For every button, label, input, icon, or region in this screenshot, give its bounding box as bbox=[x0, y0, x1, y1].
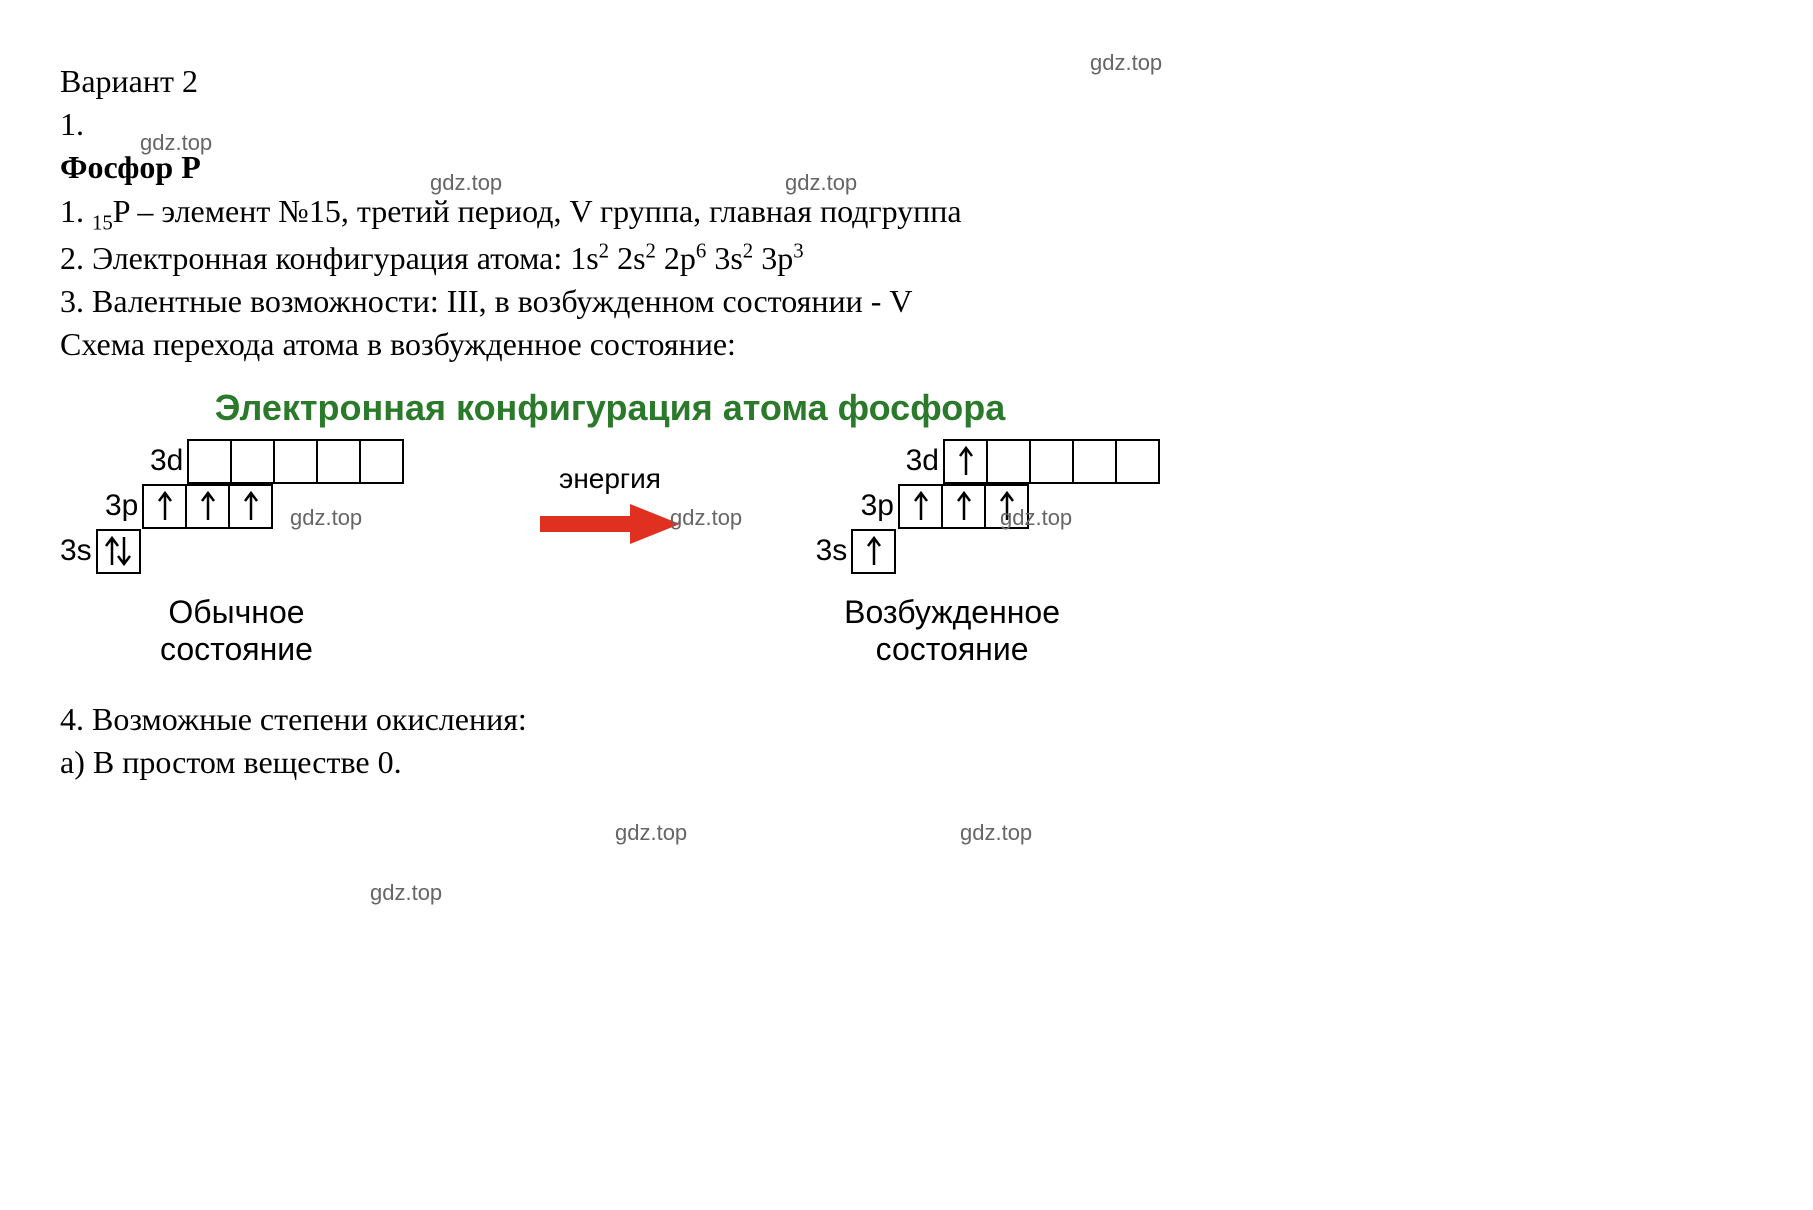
cfg-s2: 2s bbox=[609, 240, 645, 276]
pt1-prefix: 1. bbox=[60, 193, 92, 229]
orbital-cell bbox=[1029, 439, 1074, 484]
orbital-cell bbox=[943, 439, 988, 484]
watermark-text: gdz.top bbox=[370, 880, 442, 906]
orbital-cell bbox=[142, 484, 187, 529]
orbital-label-3p: 3p bbox=[861, 489, 894, 523]
cfg-s5: 3p bbox=[753, 240, 793, 276]
pt1-sub: 15 bbox=[92, 211, 113, 234]
orbital-cell bbox=[96, 529, 141, 574]
energy-arrow-icon bbox=[540, 499, 680, 549]
point-2: 2. Электронная конфигурация атома: 1s2 2… bbox=[60, 237, 1773, 280]
orbital-row-3p: 3p bbox=[861, 484, 1029, 529]
cfg-s1: 1s bbox=[570, 240, 598, 276]
pt1-sym: P bbox=[113, 193, 130, 229]
pt1-rest: – элемент №15, третий период, V группа, … bbox=[129, 193, 961, 229]
pt2-prefix: 2. Электронная конфигурация атома: bbox=[60, 240, 570, 276]
ground-state: 3d 3p 3s bbox=[60, 439, 404, 574]
orbital-cell bbox=[228, 484, 273, 529]
orbital-cell bbox=[230, 439, 275, 484]
orbital-cell bbox=[273, 439, 318, 484]
watermark-text: gdz.top bbox=[615, 820, 687, 846]
orbital-cell bbox=[1115, 439, 1160, 484]
point-4: 4. Возможные степени окисления: bbox=[60, 698, 1773, 741]
orbital-cell bbox=[986, 439, 1031, 484]
orbital-cell bbox=[898, 484, 943, 529]
watermark-text: gdz.top bbox=[960, 820, 1032, 846]
orbital-label-3p: 3p bbox=[105, 489, 138, 523]
excited-caption-l2: состояние bbox=[844, 631, 1060, 668]
orbital-cell bbox=[984, 484, 1029, 529]
orbital-label-3s: 3s bbox=[60, 534, 92, 568]
question-number: 1. bbox=[60, 103, 1773, 146]
cfg-e1: 2 bbox=[599, 239, 609, 262]
cfg-e5: 3 bbox=[793, 239, 803, 262]
orbital-label-3s: 3s bbox=[816, 534, 848, 568]
orbital-cell bbox=[359, 439, 404, 484]
point-3b: Схема перехода атома в возбужденное сост… bbox=[60, 323, 1773, 366]
orbital-label-3d: 3d bbox=[906, 444, 939, 478]
orbital-row-3d: 3d bbox=[906, 439, 1160, 484]
arrow-block: энергия bbox=[540, 463, 680, 549]
point-1: 1. 15P – элемент №15, третий период, V г… bbox=[60, 190, 1773, 237]
arrow-label: энергия bbox=[559, 463, 661, 495]
orbital-row-3s: 3s bbox=[816, 529, 897, 574]
variant-label: Вариант 2 bbox=[60, 60, 1773, 103]
cfg-e4: 2 bbox=[743, 239, 753, 262]
cfg-e2: 2 bbox=[646, 239, 656, 262]
ground-caption-l1: Обычное bbox=[160, 594, 313, 631]
ground-caption: Обычное состояние bbox=[160, 594, 313, 668]
excited-caption: Возбужденное состояние bbox=[844, 594, 1060, 668]
ground-caption-l2: состояние bbox=[160, 631, 313, 668]
orbital-cell bbox=[187, 439, 232, 484]
diagram-title: Электронная конфигурация атома фосфора bbox=[60, 387, 1160, 429]
orbital-row-3p: 3p bbox=[105, 484, 273, 529]
orbital-cell bbox=[1072, 439, 1117, 484]
orbital-cell bbox=[941, 484, 986, 529]
excited-state: 3d 3p 3s bbox=[816, 439, 1160, 574]
orbital-row-3d: 3d bbox=[150, 439, 404, 484]
orbital-label-3d: 3d bbox=[150, 444, 183, 478]
point-4a: а) В простом веществе 0. bbox=[60, 741, 1773, 784]
orbital-cell bbox=[851, 529, 896, 574]
orbital-cell bbox=[316, 439, 361, 484]
orbital-row-3s: 3s bbox=[60, 529, 141, 574]
excited-caption-l1: Возбужденное bbox=[844, 594, 1060, 631]
orbital-diagram: 3d 3p 3s энергия 3d 3p 3s bbox=[60, 439, 1160, 574]
element-title: Фосфор P bbox=[60, 146, 1773, 189]
point-3: 3. Валентные возможности: III, в возбужд… bbox=[60, 280, 1773, 323]
cfg-s3: 2p bbox=[656, 240, 696, 276]
state-captions: Обычное состояние Возбужденное состояние bbox=[60, 594, 1160, 668]
cfg-e3: 6 bbox=[696, 239, 706, 262]
cfg-s4: 3s bbox=[706, 240, 742, 276]
orbital-cell bbox=[185, 484, 230, 529]
